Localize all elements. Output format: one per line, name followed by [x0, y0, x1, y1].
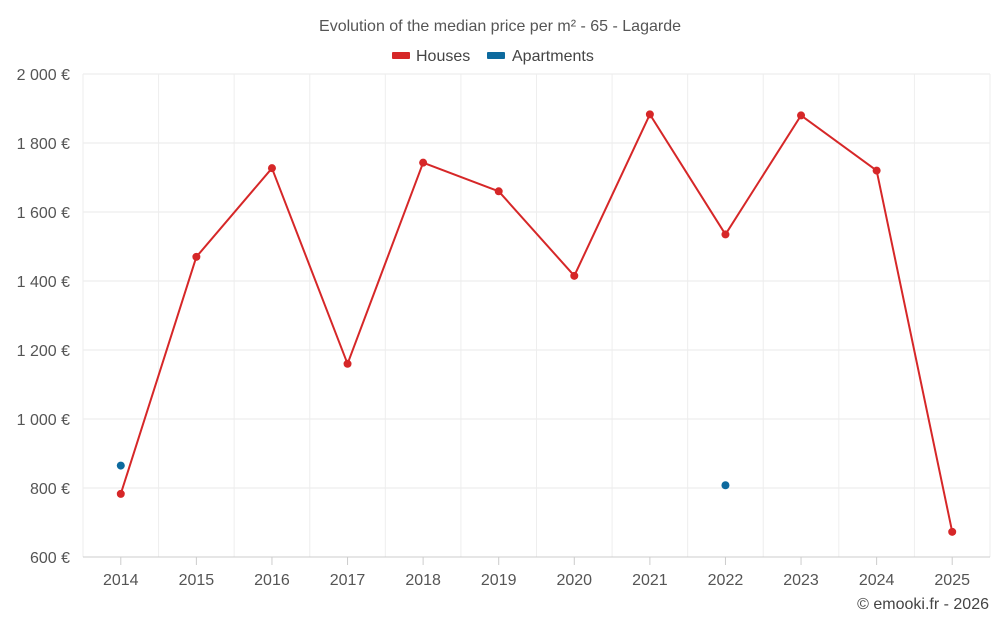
point-houses-2023[interactable]	[797, 111, 806, 120]
point-houses-2020[interactable]	[570, 271, 579, 280]
x-tick-label: 2017	[330, 572, 366, 589]
y-tick-label: 600 €	[30, 550, 70, 567]
x-tick-label: 2019	[481, 572, 517, 589]
x-axis-ticks: 2014 2015 2016 2017 2018 2019 2020 2021 2022 2023…	[103, 557, 970, 589]
chart-title: Evolution of the median price per m² - 6…	[319, 18, 681, 35]
y-tick-label: 1 800 €	[17, 136, 70, 153]
legend: Houses Apartments	[392, 48, 594, 65]
point-houses-2021[interactable]	[645, 110, 654, 119]
legend-label-houses: Houses	[416, 48, 470, 65]
x-tick-label: 2016	[254, 572, 290, 589]
x-tick-label: 2025	[934, 572, 970, 589]
point-apartments-2014[interactable]	[116, 461, 125, 470]
x-tick-label: 2015	[179, 572, 215, 589]
point-houses-2016[interactable]	[267, 164, 276, 173]
x-tick-label: 2023	[783, 572, 819, 589]
x-tick-label: 2018	[405, 572, 441, 589]
x-tick-label: 2021	[632, 572, 668, 589]
point-houses-2022[interactable]	[721, 230, 730, 239]
y-tick-label: 1 600 €	[17, 205, 70, 222]
point-houses-2014[interactable]	[116, 489, 125, 498]
point-houses-2024[interactable]	[872, 166, 881, 175]
point-apartments-2022[interactable]	[721, 481, 730, 490]
legend-item-apartments[interactable]: Apartments	[487, 48, 594, 65]
point-houses-2015[interactable]	[192, 252, 201, 261]
y-axis-ticks: 600 € 800 € 1 000 € 1 200 € 1 400 € 1 600 € 1 …	[17, 67, 70, 567]
legend-label-apartments: Apartments	[512, 48, 594, 65]
legend-item-houses[interactable]: Houses	[392, 48, 470, 65]
y-tick-label: 2 000 €	[17, 67, 70, 84]
point-houses-2019[interactable]	[494, 187, 503, 196]
x-tick-label: 2014	[103, 572, 139, 589]
point-houses-2025[interactable]	[948, 527, 957, 536]
x-tick-label: 2020	[556, 572, 592, 589]
credit-text: © emooki.fr - 2026	[857, 596, 989, 613]
x-tick-label: 2022	[708, 572, 744, 589]
series-line-houses	[119, 113, 954, 533]
point-houses-2017[interactable]	[343, 359, 352, 368]
y-tick-label: 1 200 €	[17, 343, 70, 360]
y-tick-label: 1 000 €	[17, 412, 70, 429]
grid	[82, 73, 991, 557]
legend-swatch-houses	[392, 52, 410, 59]
point-houses-2018[interactable]	[419, 158, 428, 167]
y-tick-label: 800 €	[30, 481, 70, 498]
x-tick-label: 2024	[859, 572, 895, 589]
legend-swatch-apartments	[487, 52, 505, 59]
series-layer	[116, 110, 957, 536]
y-tick-label: 1 400 €	[17, 274, 70, 291]
